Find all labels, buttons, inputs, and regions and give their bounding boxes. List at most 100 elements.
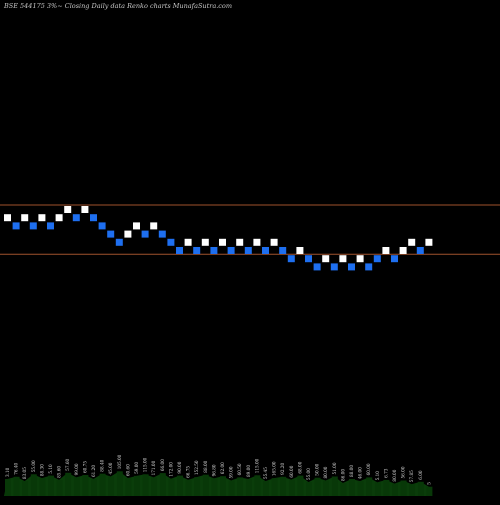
volume-label: 62.00 (220, 462, 225, 474)
volume-label: 92.20 (280, 462, 285, 474)
renko-brick-up (81, 206, 89, 213)
volume-bar (392, 483, 398, 496)
volume-bar (306, 482, 312, 496)
renko-brick-down (47, 222, 54, 230)
volume-label: 6.73 (383, 468, 388, 478)
renko-brick-up (184, 238, 192, 246)
renko-brick-down (391, 255, 398, 263)
renko-brick-down (98, 222, 106, 230)
volume-bar (374, 482, 381, 496)
volume-bar (56, 479, 63, 496)
renko-brick-down (158, 230, 166, 238)
volume-bar (185, 479, 192, 496)
renko-brick-down (90, 214, 97, 222)
volume-label: 60.00 (289, 465, 294, 477)
volume-bar (288, 479, 295, 496)
volume-label: 56.00 (401, 466, 406, 478)
renko-bricks (4, 206, 433, 271)
renko-brick-up (201, 238, 209, 246)
renko-brick-up (408, 238, 416, 246)
volume-bar (220, 476, 226, 496)
volume-label: 88.00 (203, 460, 208, 472)
volume-label: 5.10 (375, 471, 380, 481)
volume-label: 115.00 (143, 457, 148, 472)
volume-label: 85.60 (57, 466, 62, 478)
volume-bar (194, 477, 201, 496)
volume-label: 51.00 (332, 462, 337, 474)
volume-label: 59.00 (134, 462, 139, 474)
renko-brick-down (193, 247, 201, 254)
volume-bar (323, 480, 330, 496)
volume-label: 90.00 (177, 461, 182, 473)
volume-label: 99.00 (74, 463, 79, 475)
volume-label: 46.00 (358, 467, 363, 479)
volume-label: 172.00 (168, 462, 173, 477)
renko-brick-up (133, 222, 140, 230)
volume-bar (426, 486, 433, 496)
renko-brick-up (322, 255, 330, 263)
volume-bar (383, 479, 390, 496)
volume-bar (99, 473, 106, 496)
volume-label: 105.00 (117, 454, 122, 469)
volume-bar (13, 476, 20, 496)
volume-label: 55.45 (263, 467, 268, 479)
volume-label: 83.05 (22, 467, 27, 479)
volume-bar (159, 473, 166, 496)
volume-bar (168, 478, 175, 496)
renko-brick-down (210, 247, 218, 254)
renko-brick-up (253, 238, 261, 246)
volume-label: 76.40 (14, 462, 19, 474)
volume-bar (108, 476, 115, 496)
volume-bar (91, 479, 97, 496)
volume-bar (297, 475, 304, 496)
renko-brick-up (150, 222, 158, 230)
renko-brick-up (270, 238, 278, 246)
volume-bar (366, 477, 373, 496)
volume-label: 89.00 (246, 465, 251, 477)
volume-bar (417, 481, 424, 496)
volume-label: 55.00 (31, 460, 36, 472)
volume-bar (271, 478, 278, 496)
renko-brick-up (425, 238, 433, 246)
volume-bar (237, 477, 244, 496)
volume-bar (254, 475, 261, 496)
volume-label: 60.60 (125, 464, 130, 476)
volume-label: 59.00 (229, 466, 234, 478)
volume-bar (314, 477, 321, 496)
volume-label: 88.30 (39, 464, 44, 476)
volume-bar (22, 481, 29, 496)
renko-brick-down (107, 230, 115, 238)
volume-bar (263, 481, 269, 496)
renko-brick-down (262, 247, 269, 254)
volume-label: 50.00 (315, 463, 320, 475)
volume-bar (331, 476, 338, 496)
volume-bar (340, 483, 347, 496)
renko-brick-up (399, 247, 407, 254)
renko-brick-up (4, 214, 11, 222)
renko-brick-down (313, 263, 321, 271)
volume-bar (5, 479, 11, 496)
volume-bar (245, 479, 252, 496)
volume-bar (228, 480, 235, 496)
volume-label: 60.75 (82, 461, 87, 473)
volume-label: 45.00 (108, 462, 113, 474)
volume-label: 57.60 (65, 458, 70, 470)
volume-bar (30, 474, 37, 496)
volume-label: 86.00 (340, 469, 345, 481)
volume-bar (82, 475, 89, 496)
volume-label: 88.40 (100, 459, 105, 471)
renko-brick-up (382, 247, 390, 254)
renko-brick-down (365, 263, 373, 271)
volume-bar (48, 475, 54, 496)
volume-label: 5 (426, 482, 431, 485)
volume-label: 55.00 (306, 468, 311, 480)
volume-bar (73, 477, 80, 496)
renko-brick-up (21, 214, 29, 222)
renko-brick-down (227, 247, 235, 254)
renko-brick-down (279, 247, 287, 254)
renko-brick-down (244, 247, 252, 254)
volume-label: 66.75 (186, 466, 191, 478)
